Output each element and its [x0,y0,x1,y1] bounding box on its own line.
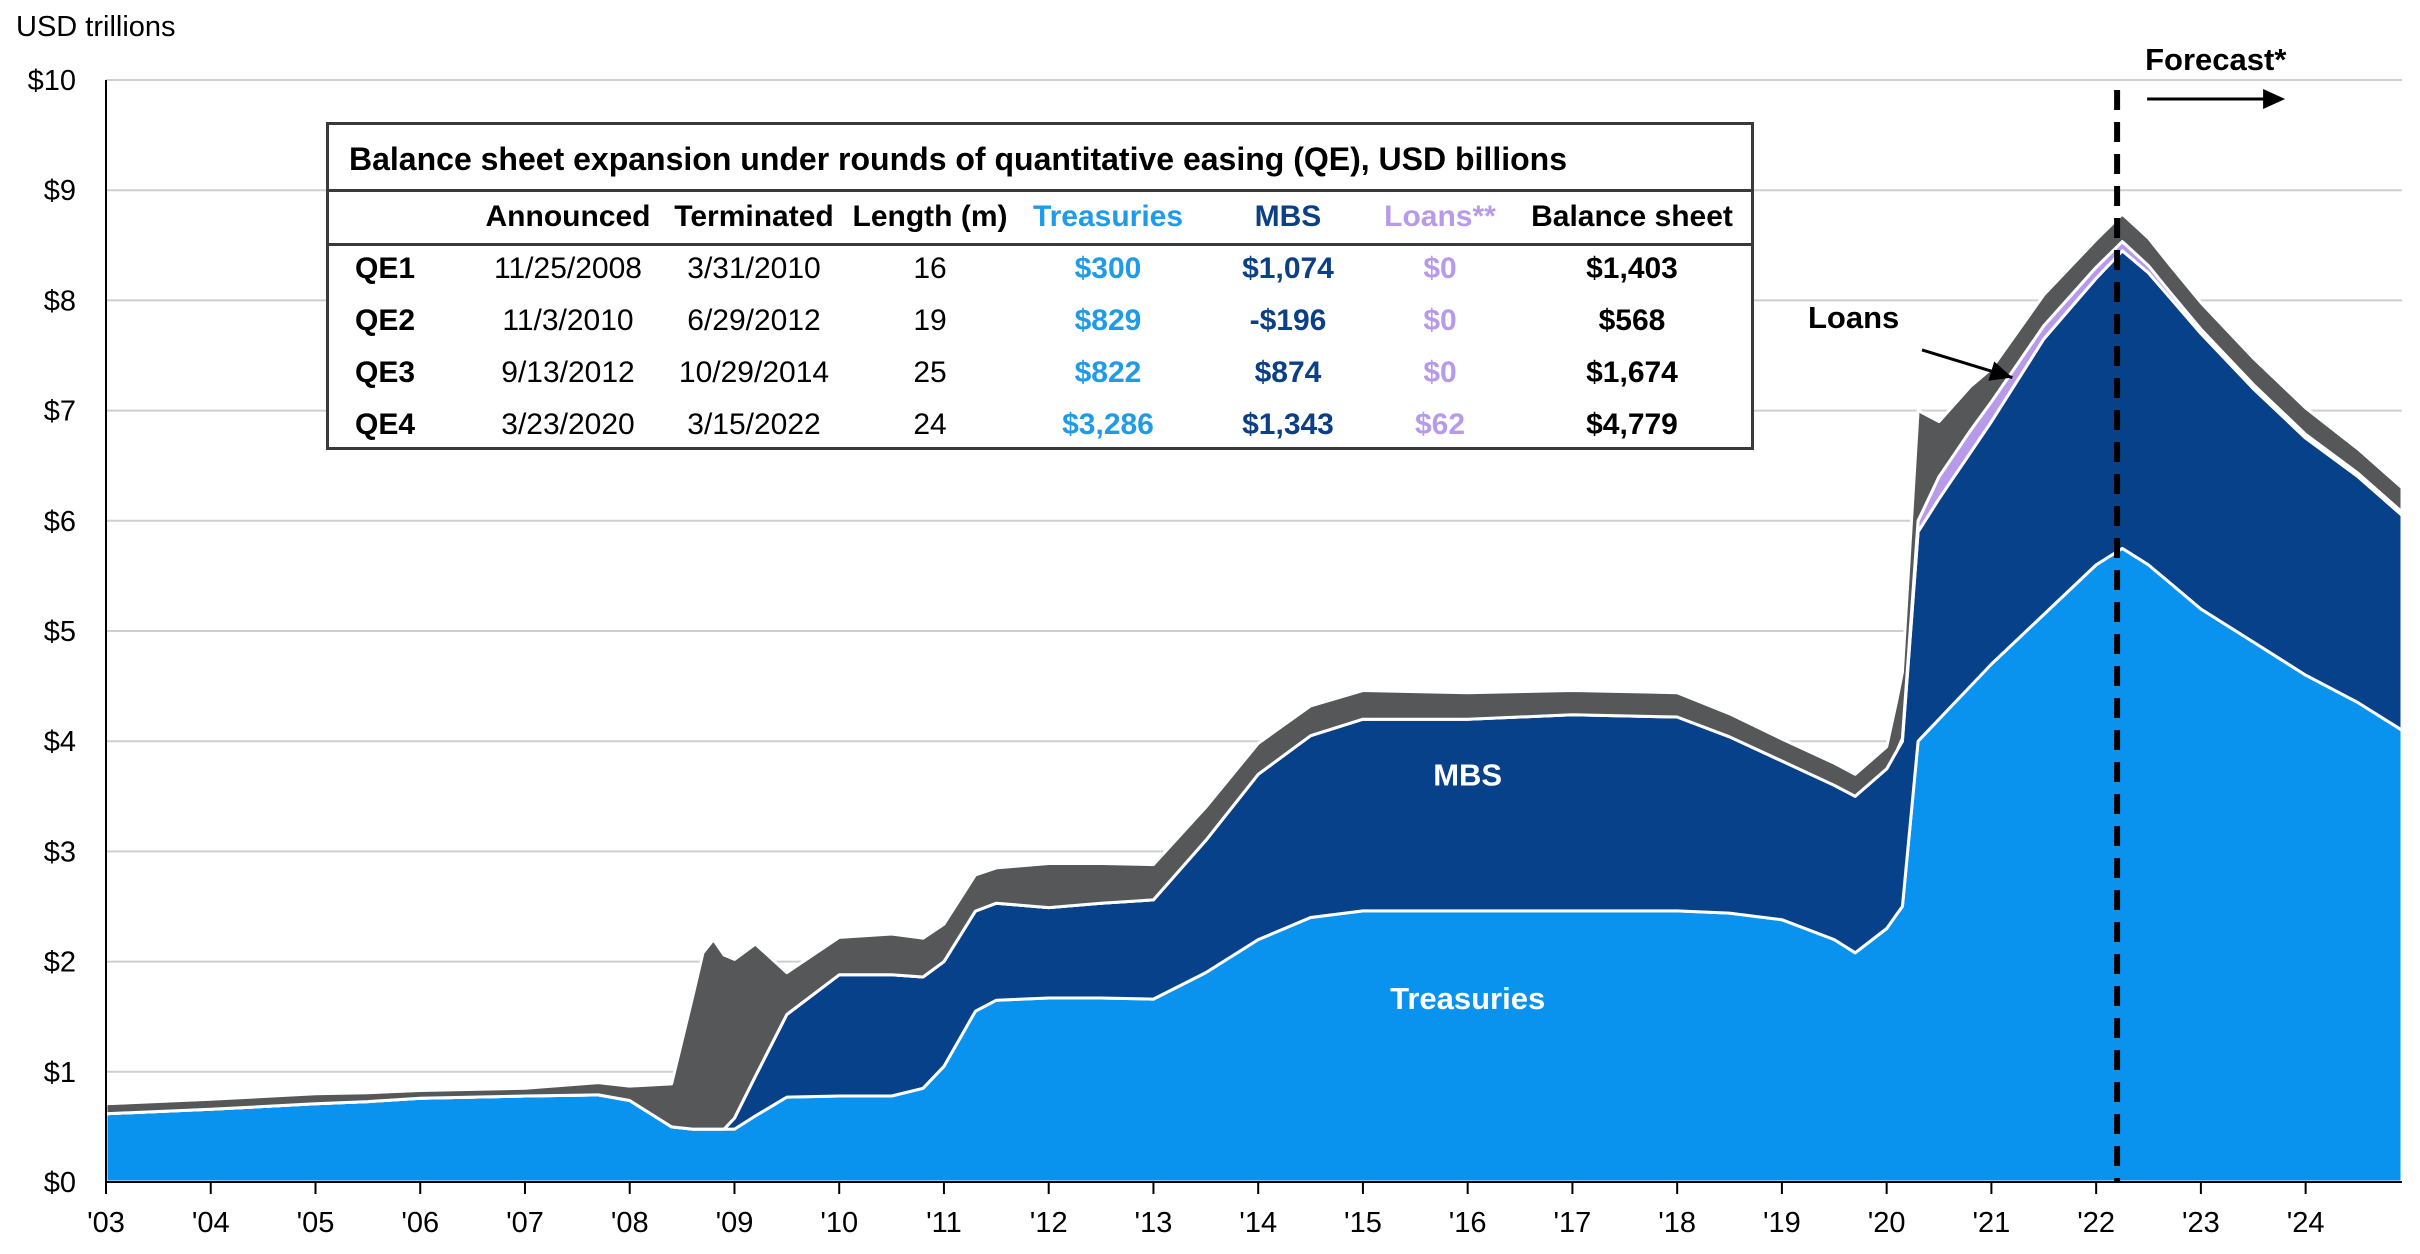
x-tick-label: '17 [1554,1207,1592,1239]
y-tick-label: $7 [44,396,76,428]
x-tick-label: '03 [87,1207,125,1239]
cell-loans: $62 [1414,408,1466,441]
cell-mbs: $1,343 [1242,408,1334,441]
x-tick-label: '11 [926,1207,962,1239]
cell-balance-sheet: $4,779 [1586,408,1678,441]
table-row: QE2 11/3/2010 6/29/2012 19 $829 -$196 $0… [329,295,1757,347]
row-label: QE2 [355,304,416,337]
mbs-area-label: MBS [1433,757,1502,792]
x-tick-label: '13 [1135,1207,1173,1239]
y-tick-label: $10 [28,65,76,97]
cell-treasuries: $300 [1074,252,1142,285]
cell-balance-sheet: $1,674 [1586,356,1678,389]
table-header-row: Announced Terminated Length (m) Treasuri… [329,191,1757,243]
cell-announced: 11/25/2008 [494,252,642,285]
cell-length: 19 [913,304,947,337]
table-title: Balance sheet expansion under rounds of … [349,141,1567,177]
x-tick-label: '20 [1868,1207,1906,1239]
header-length: Length (m) [852,200,1008,233]
row-label: QE1 [355,252,416,285]
table-row: QE3 9/13/2012 10/29/2014 25 $822 $874 $0… [329,347,1757,399]
header-blank [329,191,475,243]
cell-loans: $0 [1423,304,1457,337]
x-tick-label: '22 [2077,1207,2115,1239]
cell-length: 16 [913,252,947,285]
header-loans: Loans** [1384,200,1496,233]
y-tick-label: $4 [44,726,76,758]
x-tick-label: '07 [506,1207,544,1239]
y-axis-title: USD trillions [16,11,176,43]
x-tick-label: '14 [1239,1207,1277,1239]
x-tick-label: '10 [820,1207,858,1239]
x-axis-ticks: '03 '04 '05 '06 '07 '08 '09 '10 '11 '12 '13 '14 '15 '… [87,1182,2325,1239]
cell-balance-sheet: $568 [1598,304,1666,337]
forecast-arrow-icon [2147,89,2286,109]
header-mbs: MBS [1254,200,1322,233]
cell-balance-sheet: $1,403 [1586,252,1678,285]
cell-length: 25 [913,356,947,389]
y-axis-ticks: $0 $1 $2 $3 $4 $5 $6 $7 $8 $9 $10 [28,65,76,1199]
cell-announced: 3/23/2020 [501,408,635,441]
table-title-divider [329,189,1751,192]
treasuries-area-label: Treasuries [1390,981,1545,1016]
table-row: QE4 3/23/2020 3/15/2022 24 $3,286 $1,343… [329,399,1757,451]
header-announced: Announced [485,200,651,233]
x-tick-label: '23 [2182,1207,2220,1239]
y-tick-label: $9 [44,175,76,207]
y-tick-label: $5 [44,616,76,648]
y-tick-label: $8 [44,285,76,317]
cell-terminated: 6/29/2012 [687,304,821,337]
cell-mbs: $874 [1254,356,1322,389]
x-tick-label: '06 [401,1207,439,1239]
cell-terminated: 3/15/2022 [687,408,821,441]
x-tick-label: '19 [1763,1207,1801,1239]
loans-callout-label: Loans [1808,300,1899,335]
cell-loans: $0 [1423,252,1457,285]
header-terminated: Terminated [674,200,834,233]
x-tick-label: '24 [2287,1207,2325,1239]
cell-mbs: $1,074 [1242,252,1334,285]
area-other [104,212,2404,1131]
x-tick-label: '12 [1030,1207,1068,1239]
row-label: QE4 [355,408,416,441]
loans-callout-arrow-icon [1921,348,2013,381]
axes [105,80,2402,1183]
table-header-divider [329,243,1751,246]
cell-terminated: 10/29/2014 [678,356,830,389]
header-treasuries: Treasuries [1032,200,1184,233]
x-tick-label: '09 [716,1207,754,1239]
x-tick-label: '15 [1344,1207,1382,1239]
y-tick-label: $1 [44,1057,76,1089]
table-row: QE1 11/25/2008 3/31/2010 16 $300 $1,074 … [329,243,1757,295]
x-tick-label: '08 [611,1207,649,1239]
qe-table-grid: Announced Terminated Length (m) Treasuri… [329,191,1757,451]
x-tick-label: '16 [1449,1207,1487,1239]
cell-terminated: 3/31/2010 [687,252,821,285]
row-label: QE3 [355,356,416,389]
y-tick-label: $2 [44,947,76,979]
cell-treasuries: $822 [1074,356,1142,389]
cell-loans: $0 [1423,356,1457,389]
y-tick-label: $0 [44,1167,76,1199]
x-tick-label: '21 [1973,1207,2011,1239]
x-tick-label: '05 [297,1207,335,1239]
y-tick-label: $6 [44,506,76,538]
x-tick-label: '04 [192,1207,230,1239]
qe-summary-table: Balance sheet expansion under rounds of … [326,122,1754,450]
cell-announced: 9/13/2012 [501,356,635,389]
cell-treasuries: $3,286 [1062,408,1154,441]
cell-mbs: -$196 [1249,304,1327,337]
cell-announced: 11/3/2010 [502,304,634,337]
cell-treasuries: $829 [1074,304,1142,337]
y-tick-label: $3 [44,836,76,868]
cell-length: 24 [913,408,947,441]
forecast-label: Forecast* [2145,42,2287,77]
header-balance-sheet: Balance sheet [1531,200,1733,233]
x-tick-label: '18 [1658,1207,1696,1239]
